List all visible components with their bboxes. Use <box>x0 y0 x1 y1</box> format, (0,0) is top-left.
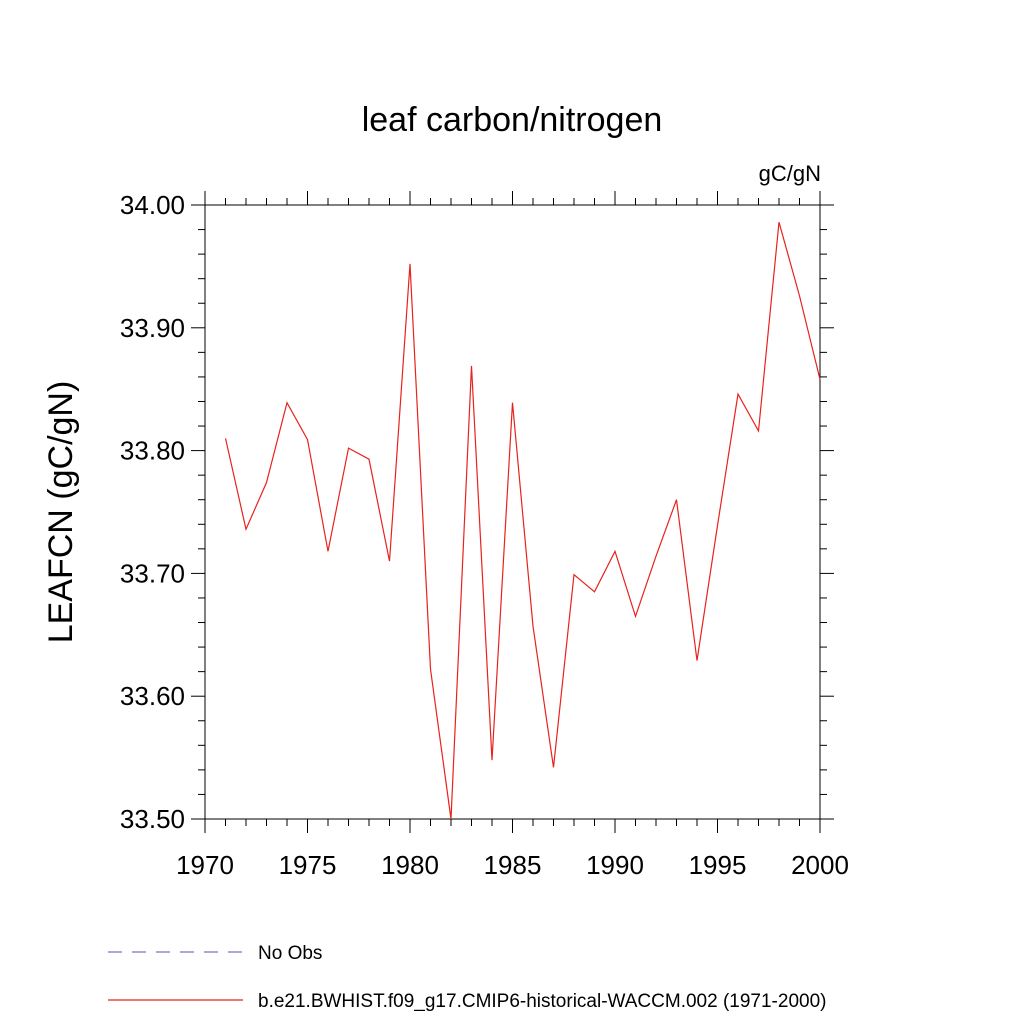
x-tick-label: 1985 <box>484 850 542 880</box>
y-tick-label: 33.60 <box>120 681 185 711</box>
units-label: gC/gN <box>759 161 821 186</box>
x-tick-label: 1990 <box>586 850 644 880</box>
y-tick-label: 33.70 <box>120 558 185 588</box>
y-axis-label: LEAFCN (gC/gN) <box>42 381 80 644</box>
legend-label-0: No Obs <box>258 943 322 964</box>
x-tick-label: 1970 <box>176 850 234 880</box>
plot-frame <box>204 204 821 820</box>
legend-label-1: b.e21.BWHIST.f09_g17.CMIP6-historical-WA… <box>258 991 826 1012</box>
x-tick-label: 1980 <box>381 850 439 880</box>
y-tick-label: 34.00 <box>120 190 185 220</box>
x-tick-label: 1975 <box>279 850 337 880</box>
legend: No Obs b.e21.BWHIST.f09_g17.CMIP6-histori… <box>108 943 826 1012</box>
x-tick-label: 2000 <box>791 850 849 880</box>
plot-area <box>224 222 821 820</box>
y-tick-label: 33.50 <box>120 804 185 834</box>
y-tick-label: 33.90 <box>120 313 185 343</box>
axes: 1970 1975 1980 1985 1990 1995 2000 33.50 33.60 33… <box>120 190 849 880</box>
chart-title: leaf carbon/nitrogen <box>362 101 663 139</box>
series-line-1 <box>224 222 821 820</box>
x-tick-label: 1995 <box>689 850 747 880</box>
y-tick-label: 33.80 <box>120 436 185 466</box>
